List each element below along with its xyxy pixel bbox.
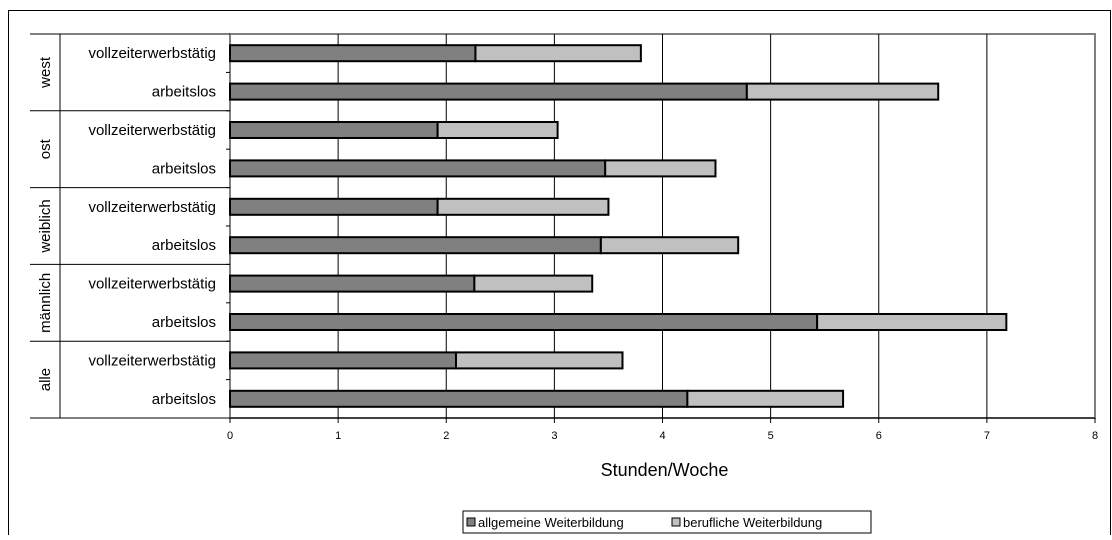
legend-label: allgemeine Weiterbildung: [478, 515, 624, 530]
x-tick-label: 6: [876, 430, 882, 442]
group-label: weiblich: [37, 199, 54, 253]
legend-box: [462, 510, 872, 534]
bar-allgemeine-weiterbildung: [229, 159, 607, 178]
bar-allgemeine-weiterbildung: [229, 351, 457, 370]
group-label: alle: [37, 368, 54, 391]
group-label: männlich: [37, 273, 54, 333]
bar-allgemeine-weiterbildung: [229, 197, 439, 216]
category-label: vollzeiterwerbstätig: [88, 276, 216, 293]
bar-allgemeine-weiterbildung: [229, 121, 439, 139]
x-tick-label: 5: [768, 430, 774, 442]
bar-berufliche-weiterbildung: [599, 236, 740, 255]
x-tick-label: 3: [551, 430, 557, 442]
x-tick-label: 4: [659, 430, 665, 442]
bar-allgemeine-weiterbildung: [229, 44, 477, 63]
category-label: vollzeiterwerbstätig: [88, 199, 216, 216]
category-label: vollzeiterwerbstätig: [88, 45, 216, 62]
bar-berufliche-weiterbildung: [686, 389, 845, 408]
category-label: arbeitslos: [152, 237, 216, 254]
bar-berufliche-weiterbildung: [474, 44, 642, 63]
bar-berufliche-weiterbildung: [473, 274, 594, 293]
bar-berufliche-weiterbildung: [436, 121, 559, 139]
category-label: arbeitslos: [152, 314, 216, 331]
legend-swatch: [466, 517, 476, 527]
bar-berufliche-weiterbildung: [436, 197, 610, 216]
bar-berufliche-weiterbildung: [454, 351, 624, 370]
category-label: vollzeiterwerbstätig: [88, 352, 216, 369]
category-label: arbeitslos: [152, 160, 216, 177]
category-label: arbeitslos: [152, 391, 216, 408]
legend-label: berufliche Weiterbildung: [683, 515, 822, 530]
x-tick-label: 8: [1092, 430, 1098, 442]
bar-allgemeine-weiterbildung: [229, 274, 476, 293]
bar-berufliche-weiterbildung: [816, 313, 1008, 331]
group-label: west: [37, 56, 54, 89]
x-tick-label: 0: [227, 430, 233, 442]
x-tick-label: 2: [443, 430, 449, 442]
x-tick-label: 7: [984, 430, 990, 442]
x-tick-label: 1: [335, 430, 341, 442]
bar-allgemeine-weiterbildung: [229, 236, 602, 255]
bar-berufliche-weiterbildung: [745, 82, 940, 101]
bar-allgemeine-weiterbildung: [229, 389, 689, 408]
bar-allgemeine-weiterbildung: [229, 313, 819, 331]
bar-berufliche-weiterbildung: [604, 159, 717, 178]
category-label: vollzeiterwerbstätig: [88, 122, 216, 139]
group-label: ost: [37, 138, 54, 159]
category-label: arbeitslos: [152, 84, 216, 101]
x-axis-title: Stunden/Woche: [601, 460, 729, 480]
bar-allgemeine-weiterbildung: [229, 82, 748, 101]
legend-swatch: [671, 517, 681, 527]
